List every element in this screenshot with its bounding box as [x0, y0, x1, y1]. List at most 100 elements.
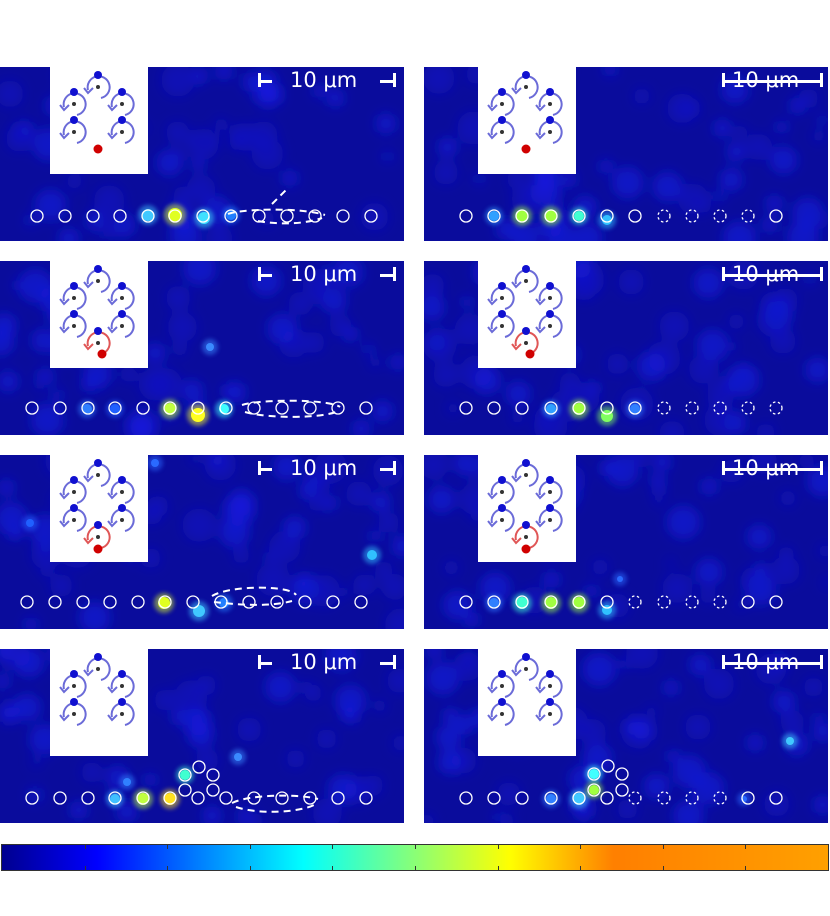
texture-blob [500, 814, 515, 823]
site-ring [136, 791, 150, 805]
intensity-spot [786, 737, 794, 745]
site-ring [108, 791, 122, 805]
inset-arrowhead [487, 326, 498, 334]
texture-blob [296, 574, 311, 589]
colorbar-tick [249, 866, 251, 870]
texture-blob [363, 343, 374, 355]
inset-red-dot [93, 144, 103, 154]
empty-site-ring [713, 595, 727, 609]
rotor-schematic-inset [50, 455, 148, 562]
inset-rotor [490, 702, 515, 726]
bump-site-ring [587, 783, 601, 797]
inset-rotor [490, 314, 515, 338]
intensity-spot [164, 793, 176, 805]
inset-center-dot [72, 296, 76, 300]
texture-blob [592, 558, 609, 576]
trajectory-dashed-path [231, 794, 319, 813]
inset-rotor [490, 508, 515, 532]
texture-blob [428, 485, 456, 514]
site-ring [30, 209, 44, 223]
texture-blob [798, 455, 814, 469]
inset-rotor [514, 269, 539, 293]
inset-arrowhead [487, 520, 498, 528]
scale-bar-line [722, 80, 823, 83]
texture-blob [268, 531, 301, 563]
texture-blob [685, 714, 711, 740]
scale-bar-tick-right [820, 655, 823, 669]
texture-blob [0, 80, 24, 108]
texture-blob [191, 67, 208, 85]
inset-red-dot [97, 349, 107, 359]
inset-blue-dot [498, 310, 506, 318]
inset-arrowhead [83, 669, 94, 677]
inset-arrowhead [535, 104, 546, 112]
texture-blob [265, 671, 296, 703]
inset-rotor [490, 480, 515, 504]
inset-rotor [538, 92, 563, 116]
intensity-spot [617, 576, 623, 582]
texture-blob [569, 272, 598, 301]
inset-rotor [110, 702, 135, 726]
texture-blob [424, 294, 445, 321]
inset-rotor [538, 480, 563, 504]
inset-blue-dot [498, 88, 506, 96]
site-ring [25, 791, 39, 805]
inset-rotor [490, 120, 515, 144]
scale-bar-tick-right [393, 655, 396, 669]
inset-rotor [110, 286, 135, 310]
texture-blob [66, 173, 83, 190]
texture-blob [599, 459, 616, 476]
inset-center-dot [120, 684, 124, 688]
empty-site-ring [713, 791, 727, 805]
inset-center-dot [524, 341, 528, 345]
inset-rotor [538, 702, 563, 726]
inset-center-dot [500, 684, 504, 688]
texture-blob [424, 273, 445, 298]
inset-blue-dot [94, 327, 102, 335]
site-ring [487, 595, 501, 609]
inset-red-dot [521, 544, 531, 554]
intensity-spot [545, 210, 557, 222]
panel-r1c1: 10 μm [0, 67, 404, 241]
texture-blob [424, 813, 435, 823]
texture-blob [813, 712, 824, 724]
scale-bar-tick-right [820, 267, 823, 281]
texture-blob [805, 357, 828, 383]
texture-blob [384, 608, 404, 629]
site-ring [769, 209, 783, 223]
texture-blob [662, 573, 693, 604]
inset-center-dot [524, 667, 528, 671]
scale-bar-tick-right [393, 73, 396, 87]
inset-center-dot [72, 102, 76, 106]
rotor-schematic-inset [50, 261, 148, 368]
texture-blob [453, 652, 482, 682]
inset-rotor [110, 92, 135, 116]
texture-blob [689, 654, 711, 676]
panel-r4c2: 10 μm [424, 649, 828, 823]
inset-center-dot [548, 518, 552, 522]
texture-blob [281, 170, 298, 187]
panel-r3c2: 10 μm [424, 455, 828, 629]
inset-arrowhead [511, 537, 522, 545]
inset-blue-dot [94, 265, 102, 273]
inset-rotor [514, 525, 539, 549]
inset-blue-dot [94, 459, 102, 467]
texture-blob [339, 586, 350, 598]
inset-center-dot [120, 712, 124, 716]
site-ring [163, 791, 177, 805]
panel-r1c2: 10 μm [424, 67, 828, 241]
rotor-schematic-inset [50, 649, 148, 756]
inset-blue-dot [118, 116, 126, 124]
texture-blob [392, 734, 404, 752]
texture-blob [606, 455, 639, 487]
intensity-spot [191, 408, 205, 422]
rotor-schematic [59, 653, 135, 726]
site-ring [163, 401, 177, 415]
texture-blob [424, 455, 449, 480]
intensity-spot [82, 404, 92, 414]
texture-blob [461, 295, 473, 308]
texture-blob [25, 214, 38, 227]
texture-blob [161, 67, 195, 97]
inset-blue-dot [70, 670, 78, 678]
site-ring [741, 791, 755, 805]
